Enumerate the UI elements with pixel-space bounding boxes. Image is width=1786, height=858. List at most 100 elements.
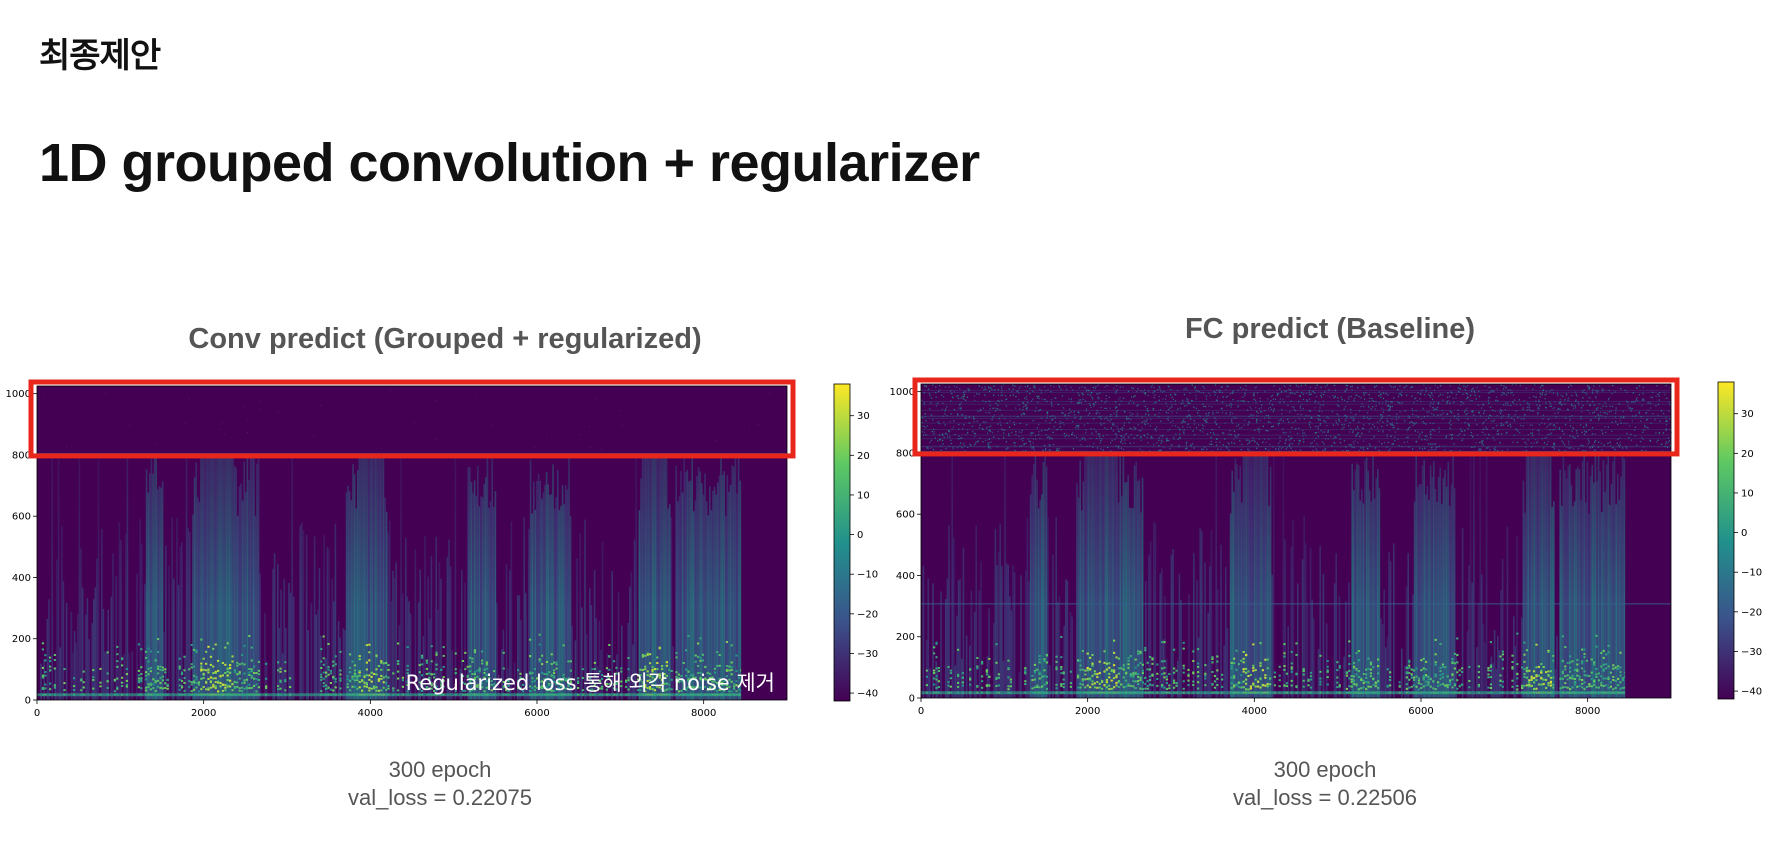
noise-dot (1081, 437, 1083, 439)
spectrogram-column (424, 536, 426, 700)
harmonic-mark (200, 677, 203, 680)
noise-dot (1045, 389, 1047, 392)
harmonic-mark (221, 674, 224, 677)
noise-dot (1120, 428, 1122, 430)
harmonic-mark (1408, 671, 1411, 674)
noise-dot (1665, 430, 1667, 432)
spectrogram-column (1386, 636, 1389, 698)
noise-dot (1298, 427, 1300, 429)
noise-dot (1509, 423, 1511, 426)
noise-dot (998, 417, 1000, 420)
harmonic-mark (243, 672, 246, 675)
low-frequency-band (37, 693, 742, 697)
noise-dot (1378, 395, 1380, 397)
harmonic-mark (957, 673, 960, 676)
spectrogram-column (1180, 600, 1182, 698)
harmonic-mark (1499, 674, 1502, 677)
noise-dot (1143, 434, 1145, 436)
harmonic-mark (387, 687, 390, 690)
harmonic-mark (1290, 668, 1293, 671)
noise-dot (1522, 407, 1524, 409)
harmonic-mark (428, 678, 431, 681)
harmonic-mark (651, 676, 654, 679)
harmonic-mark (195, 686, 198, 689)
spectrogram-column (617, 592, 620, 700)
harmonic-mark (1165, 678, 1168, 681)
noise-dot (1146, 436, 1148, 438)
noise-dot (1462, 402, 1465, 405)
noise-dot (1268, 449, 1270, 451)
harmonic-mark (157, 667, 160, 670)
harmonic-mark (1024, 667, 1027, 670)
harmonic-mark (44, 654, 47, 657)
spectrogram-column (937, 667, 939, 698)
spectrogram-column (144, 583, 146, 700)
harmonic-mark (1036, 684, 1039, 687)
harmonic-mark (709, 679, 712, 681)
noise-dot (1476, 386, 1478, 389)
harmonic-mark (473, 671, 476, 673)
harmonic-mark (1336, 676, 1339, 679)
harmonic-mark (519, 672, 522, 675)
harmonic-mark (581, 677, 584, 679)
harmonic-mark (505, 688, 508, 691)
harmonic-mark (682, 662, 685, 664)
harmonic-mark (1257, 685, 1260, 688)
spectrogram-column (1287, 626, 1289, 698)
noise-dot (1431, 429, 1433, 431)
harmonic-mark (1285, 682, 1288, 685)
noise-dot (1029, 441, 1031, 443)
harmonic-mark (1357, 688, 1360, 691)
harmonic-mark (125, 684, 128, 687)
harmonic-mark (641, 681, 644, 684)
harmonic-mark (1069, 682, 1072, 685)
spectrogram-column (1481, 574, 1483, 698)
noise-dot (1400, 391, 1403, 393)
noise-dot (1275, 448, 1277, 451)
noise-dot (1501, 450, 1503, 452)
noise-dot (399, 438, 401, 440)
noise-dot (1432, 403, 1434, 405)
harmonic-mark (1489, 641, 1492, 644)
harmonic-mark (231, 660, 234, 663)
harmonic-mark (363, 685, 366, 688)
noise-dot (962, 395, 964, 397)
harmonic-mark (214, 681, 217, 684)
harmonic-mark (711, 687, 714, 690)
noise-dot (1232, 391, 1234, 393)
harmonic-mark (1007, 685, 1010, 688)
harmonic-mark (1055, 660, 1058, 663)
harmonic-mark (969, 683, 972, 686)
harmonic-mark (1261, 684, 1264, 687)
harmonic-mark (605, 667, 608, 670)
harmonic-mark (1583, 681, 1586, 684)
harmonic-mark (933, 677, 936, 680)
noise-dot (1057, 449, 1059, 451)
harmonic-mark (406, 672, 409, 675)
harmonic-mark (1007, 659, 1010, 662)
harmonic-mark (598, 687, 601, 690)
harmonic-mark (373, 685, 376, 688)
harmonic-mark (1593, 680, 1596, 683)
noise-dot (1061, 395, 1064, 397)
noise-dot (952, 446, 954, 448)
spectrogram-column (1521, 617, 1523, 698)
harmonic-mark (1525, 670, 1528, 673)
harmonic-mark (1420, 683, 1423, 686)
spectrogram-column (993, 623, 995, 698)
noise-dot (1492, 390, 1494, 393)
harmonic-mark (1077, 686, 1080, 689)
spectrogram-column (621, 625, 623, 700)
noise-dot (1189, 415, 1191, 417)
noise-dot (1159, 409, 1162, 411)
harmonic-mark (1537, 674, 1540, 677)
noise-dot (1277, 424, 1280, 426)
noise-dot (1189, 444, 1192, 446)
harmonic-mark (555, 682, 558, 685)
harmonic-mark (238, 687, 241, 690)
noise-dot (988, 426, 990, 428)
noise-dot (1538, 399, 1540, 401)
noise-dot (1040, 430, 1043, 432)
noise-dot (967, 432, 969, 434)
noise-dot (1092, 418, 1095, 420)
